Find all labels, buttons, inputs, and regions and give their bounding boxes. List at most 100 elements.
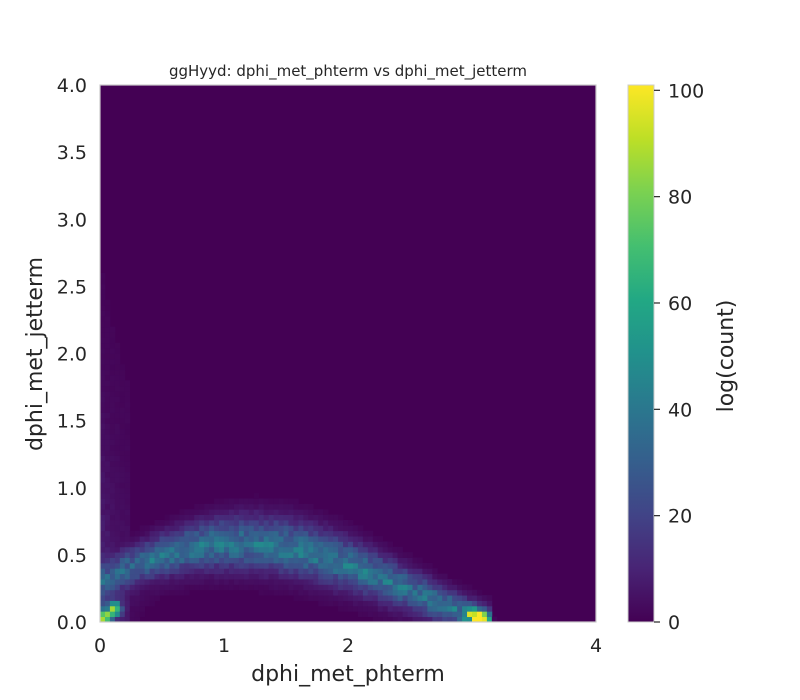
heatmap-cell bbox=[258, 498, 265, 505]
heatmap-cell bbox=[268, 546, 274, 553]
heatmap-cell bbox=[323, 514, 329, 521]
heatmap-cell bbox=[283, 584, 289, 591]
heatmap-cell bbox=[184, 541, 190, 548]
heatmap-cell bbox=[100, 310, 106, 317]
heatmap-cell bbox=[109, 584, 116, 591]
heatmap-cell bbox=[283, 498, 289, 505]
heatmap-cell bbox=[233, 514, 240, 521]
heatmap-cell bbox=[476, 589, 483, 596]
heatmap-cell bbox=[114, 460, 121, 467]
heatmap-cell bbox=[427, 562, 433, 569]
heatmap-cell bbox=[357, 562, 364, 569]
heatmap-cell bbox=[100, 358, 106, 365]
heatmap-cell bbox=[179, 584, 185, 591]
heatmap-cell bbox=[114, 616, 121, 622]
heatmap-cell bbox=[248, 562, 255, 569]
heatmap-cell bbox=[214, 573, 220, 580]
heatmap-cell bbox=[308, 579, 314, 585]
heatmap-cell bbox=[313, 536, 319, 542]
heatmap-cell bbox=[298, 584, 304, 591]
heatmap-cell bbox=[253, 562, 260, 569]
heatmap-cell bbox=[124, 552, 131, 558]
heatmap-cell bbox=[119, 584, 126, 591]
heatmap-cell bbox=[238, 514, 245, 521]
colorbar-tick-label: 60 bbox=[668, 293, 692, 315]
chart-title: ggHyyd: dphi_met_phterm vs dphi_met_jett… bbox=[169, 62, 527, 81]
heatmap-cell bbox=[100, 600, 106, 607]
heatmap-cell bbox=[174, 557, 180, 564]
heatmap-cell bbox=[402, 579, 408, 585]
heatmap-cell bbox=[333, 536, 339, 542]
heatmap-cell bbox=[367, 611, 374, 618]
heatmap-cell bbox=[298, 568, 304, 575]
heatmap-cell bbox=[263, 530, 270, 537]
heatmap-cell bbox=[318, 584, 324, 591]
heatmap-cell bbox=[199, 584, 205, 591]
heatmap-cell bbox=[402, 557, 408, 564]
heatmap-cell bbox=[263, 584, 270, 591]
heatmap-cell bbox=[263, 568, 270, 575]
y-tick-label: 3.0 bbox=[57, 209, 87, 231]
heatmap-cell bbox=[348, 579, 354, 585]
heatmap-cell bbox=[124, 385, 131, 392]
heatmap-cell bbox=[318, 579, 324, 585]
heatmap-cell bbox=[100, 407, 106, 413]
heatmap-cell bbox=[100, 315, 106, 322]
heatmap-cell bbox=[224, 552, 230, 558]
heatmap-cell bbox=[442, 605, 448, 612]
heatmap-cell bbox=[278, 541, 284, 548]
heatmap-cell bbox=[194, 509, 200, 515]
heatmap-cell bbox=[348, 541, 354, 548]
heatmap-cell bbox=[109, 337, 116, 344]
heatmap-cell bbox=[318, 530, 324, 537]
heatmap-cell bbox=[472, 600, 478, 607]
heatmap-cell bbox=[109, 514, 116, 521]
heatmap-cell bbox=[432, 584, 438, 591]
heatmap-cell bbox=[114, 611, 121, 618]
heatmap-cell bbox=[124, 514, 131, 521]
heatmap-cell bbox=[447, 616, 453, 622]
heatmap-cell bbox=[273, 514, 279, 521]
heatmap-cell bbox=[149, 525, 155, 532]
heatmap-cell bbox=[109, 552, 116, 558]
heatmap-cell bbox=[402, 589, 408, 596]
heatmap-cell bbox=[174, 536, 180, 542]
heatmap-cell bbox=[109, 477, 116, 483]
heatmap-cell bbox=[298, 562, 304, 569]
heatmap-cell bbox=[109, 423, 116, 430]
heatmap-cell bbox=[491, 616, 498, 622]
heatmap-cell bbox=[298, 579, 304, 585]
y-tick-label: 1.0 bbox=[57, 478, 87, 500]
colorbar-tick-label: 0 bbox=[668, 612, 680, 634]
heatmap-cell bbox=[119, 417, 126, 424]
heatmap-cell bbox=[124, 595, 131, 601]
heatmap-cell bbox=[243, 552, 250, 558]
heatmap-cell bbox=[129, 600, 136, 607]
heatmap-cell bbox=[328, 546, 334, 553]
heatmap-cell bbox=[293, 519, 299, 526]
heatmap-cell bbox=[352, 600, 359, 607]
heatmap-cell bbox=[412, 600, 418, 607]
heatmap-cell bbox=[293, 562, 299, 569]
heatmap-cell bbox=[288, 546, 294, 553]
heatmap-cell bbox=[114, 519, 121, 526]
heatmap-cell bbox=[233, 546, 240, 553]
heatmap-cell bbox=[119, 364, 126, 371]
heatmap-cell bbox=[224, 536, 230, 542]
heatmap-cell bbox=[204, 519, 210, 526]
heatmap-cell bbox=[392, 600, 398, 607]
heatmap-cell bbox=[308, 557, 314, 564]
heatmap-cell bbox=[209, 514, 215, 521]
heatmap-cell bbox=[228, 509, 235, 515]
heatmap-cell bbox=[417, 605, 423, 612]
heatmap-cell bbox=[258, 579, 265, 585]
heatmap-cell bbox=[303, 584, 309, 591]
heatmap-cell bbox=[437, 600, 443, 607]
heatmap-cell bbox=[352, 546, 359, 553]
heatmap-cell bbox=[129, 530, 136, 537]
heatmap-cell bbox=[119, 407, 126, 413]
heatmap-cell bbox=[308, 573, 314, 580]
heatmap-cell bbox=[124, 434, 131, 440]
heatmap-cell bbox=[104, 337, 111, 344]
heatmap-cell bbox=[149, 562, 155, 569]
